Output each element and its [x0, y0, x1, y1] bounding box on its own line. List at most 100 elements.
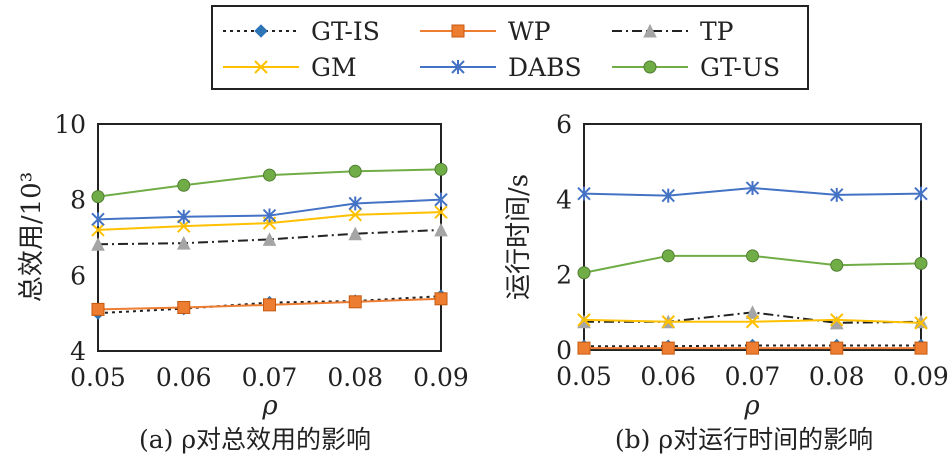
legend-label: TP [700, 17, 734, 46]
data-point-gm [177, 219, 191, 233]
x-tick-label-b: 0.08 [809, 362, 865, 391]
data-point-wp [263, 298, 276, 312]
data-point-gm [577, 313, 591, 327]
data-point-tp [434, 222, 448, 237]
data-point-gt-us [91, 190, 105, 204]
data-point-tp [91, 237, 105, 251]
y-tick-label-b: 4 [556, 185, 572, 214]
data-point-dabs [91, 212, 105, 227]
data-point-gt-us [830, 258, 844, 272]
data-point-dabs [434, 192, 448, 207]
data-point-dabs [830, 187, 844, 202]
legend-item-gt-is: GT-IS [223, 17, 380, 46]
data-point-tp [262, 232, 277, 246]
series-tp-a [91, 222, 448, 251]
x-tick-label-b: 0.09 [893, 362, 949, 391]
legend-item-tp: TP [612, 17, 734, 46]
data-point-wp [577, 341, 591, 355]
data-point-gt-us [661, 249, 675, 263]
legend: GT-IS WP TP GM DABS GT-US [211, 5, 809, 90]
caption-a: (a) ρ对总效用的影响 [139, 425, 371, 454]
data-point-wp [348, 295, 362, 309]
x-tick-label-a: 0.09 [413, 363, 469, 392]
legend-label: GT-IS [311, 17, 380, 46]
legend-marker-diamond [254, 24, 268, 38]
data-point-dabs [262, 208, 277, 223]
series-gt-us-a [91, 162, 448, 204]
legend-marker-x [254, 60, 268, 74]
data-point-gm [830, 313, 844, 327]
legend-marker-triangle [643, 23, 657, 38]
x-tick-label-a: 0.06 [156, 363, 212, 392]
legend-marker-circle [643, 60, 657, 74]
series-dabs-a [91, 192, 448, 227]
chart-b: 0 2 4 6 0.05 0.06 0.07 0.08 0.09 运行时间/s ρ (b) ρ对… [504, 110, 949, 454]
series-wp-a [91, 292, 448, 316]
caption-b: (b) ρ对运行时间的影响 [615, 425, 873, 454]
legend-item-dabs: DABS [420, 53, 582, 82]
x-tick-label-b: 0.05 [556, 362, 612, 391]
y-axis-title-a: 总效用/10³ [17, 172, 47, 302]
y-tick-label-a: 10 [54, 110, 86, 139]
data-point-dabs [577, 186, 591, 201]
series-line [97, 228, 442, 246]
data-point-gt-us [177, 178, 191, 192]
legend-frame [211, 5, 809, 90]
data-point-gm [914, 316, 928, 330]
x-tick-label-a: 0.08 [327, 363, 383, 392]
data-point-gt-us [914, 256, 928, 270]
data-point-dabs [661, 188, 675, 203]
data-point-wp [434, 292, 448, 306]
x-tick-label-a: 0.07 [242, 363, 298, 392]
data-point-dabs [177, 209, 191, 224]
legend-item-wp: WP [420, 17, 551, 46]
data-point-wp [914, 341, 928, 355]
data-point-gt-us [348, 164, 362, 178]
y-tick-label-a: 6 [70, 261, 86, 290]
data-point-wp [661, 341, 675, 355]
y-tick-label-a: 8 [70, 186, 86, 215]
data-point-gt-us [434, 162, 448, 176]
series-gm-a [91, 205, 448, 237]
legend-item-gt-us: GT-US [612, 53, 780, 82]
series-gm-b [577, 313, 928, 330]
y-axis-title-b: 运行时间/s [504, 174, 534, 300]
x-tick-label-b: 0.07 [725, 362, 781, 391]
data-point-tp [176, 236, 191, 250]
data-point-gm [745, 315, 760, 329]
legend-label: DABS [508, 53, 582, 82]
series-dabs-b [577, 181, 928, 203]
x-axis-title-a: ρ [261, 391, 278, 421]
y-tick-label-b: 2 [556, 261, 572, 290]
legend-item-gm: GM [223, 53, 357, 82]
data-point-tp [745, 305, 760, 319]
data-point-gt-us [577, 266, 591, 280]
data-point-gm [434, 205, 448, 219]
data-point-wp [746, 341, 759, 355]
data-point-gm [91, 223, 105, 237]
data-point-gt-us [263, 168, 276, 182]
x-axis-title-b: ρ [743, 391, 760, 421]
data-point-wp [177, 300, 191, 314]
x-tick-label-a: 0.05 [70, 363, 126, 392]
data-point-dabs [914, 186, 928, 201]
legend-label: GT-US [700, 53, 780, 82]
x-tick-label-b: 0.06 [640, 362, 696, 391]
legend-label: GM [311, 53, 357, 82]
data-point-tp [348, 226, 363, 241]
y-tick-label-b: 0 [556, 336, 572, 365]
data-point-gm [661, 315, 675, 329]
data-point-gt-us [746, 249, 759, 263]
series-gt-us-b [577, 249, 928, 280]
chart-a: 4 6 8 10 0.05 0.06 0.07 0.08 0.09 总效用/10³ ρ (a) … [17, 110, 469, 454]
legend-marker-star [451, 60, 465, 74]
data-point-dabs [348, 196, 362, 211]
series-line [97, 295, 442, 315]
series-wp-b [577, 341, 928, 355]
data-point-gm [348, 208, 362, 222]
legend-label: WP [508, 17, 551, 46]
data-point-dabs [745, 181, 760, 196]
y-tick-label-a: 4 [70, 337, 86, 366]
data-point-wp [91, 302, 105, 316]
